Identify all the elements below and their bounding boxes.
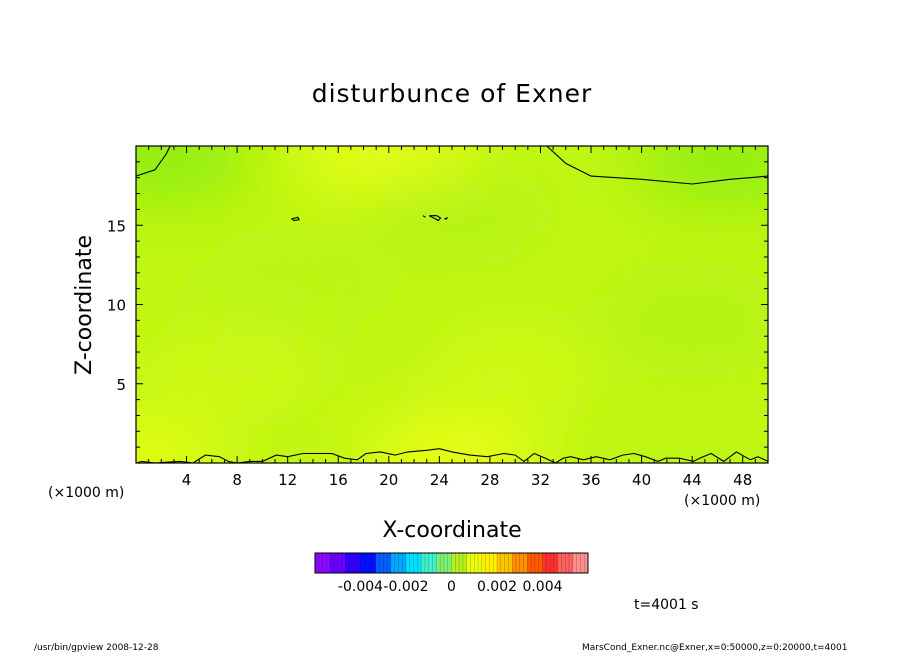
colorbar-segment bbox=[360, 553, 377, 573]
zero-contour-1 bbox=[546, 146, 768, 185]
x-tick-label: 36 bbox=[581, 471, 600, 489]
zero-contour-5 bbox=[422, 215, 426, 218]
x-tick-label: 20 bbox=[379, 471, 398, 489]
x-tick-label: 4 bbox=[182, 471, 192, 489]
x-tick-label: 32 bbox=[531, 471, 550, 489]
field-region-7 bbox=[597, 282, 768, 359]
chart-title: disturbunce of Exner bbox=[312, 79, 593, 108]
x-tick-label: 16 bbox=[329, 471, 348, 489]
x-axis-label: X-coordinate bbox=[382, 518, 521, 543]
colorbar-tick-label: -0.004 bbox=[338, 579, 383, 595]
x-axis-unit-right: (×1000 m) bbox=[684, 493, 760, 509]
footer-left: /usr/bin/gpview 2008-12-28 bbox=[34, 643, 159, 653]
field-region-6 bbox=[192, 250, 383, 327]
colorbar-segment bbox=[330, 553, 346, 573]
x-tick-label: 8 bbox=[232, 471, 242, 489]
exner-field bbox=[136, 146, 768, 463]
x-tick-label: 28 bbox=[480, 471, 499, 489]
field-region-4 bbox=[635, 146, 768, 200]
y-tick-label: 5 bbox=[116, 376, 126, 394]
time-label: t=4001 s bbox=[634, 597, 699, 613]
colorbar-segment bbox=[451, 553, 468, 573]
colorbar: -0.004 -0.002 0 0.002 0.004 bbox=[314, 552, 589, 595]
colorbar-segment bbox=[572, 553, 589, 573]
zero-contour-6 bbox=[444, 217, 449, 221]
colorbar-segment bbox=[406, 553, 422, 573]
zero-contour-3 bbox=[291, 216, 300, 222]
colorbar-tick-label: 0.004 bbox=[522, 579, 562, 595]
colorbar-tick-label: 0.002 bbox=[477, 579, 517, 595]
colorbar-segment bbox=[375, 553, 392, 573]
colorbar-frame bbox=[314, 552, 589, 574]
colorbar-segment bbox=[527, 553, 543, 573]
colorbar-segment bbox=[557, 553, 574, 573]
x-tick-label: 40 bbox=[632, 471, 651, 489]
colorbar-segment bbox=[345, 553, 361, 573]
colorbar-segment bbox=[481, 553, 498, 573]
zero-contour-4 bbox=[428, 215, 442, 222]
field-region-9 bbox=[142, 329, 333, 406]
y-axis: 5 10 15 bbox=[107, 161, 768, 448]
colorbar-segment bbox=[315, 553, 331, 573]
colorbar-segment bbox=[497, 553, 513, 573]
x-tick-label: 24 bbox=[430, 471, 449, 489]
x-tick-label: 44 bbox=[683, 471, 702, 489]
footer-right: MarsCond_Exner.nc@Exner,x=0:50000,z=0:20… bbox=[582, 643, 847, 653]
colorbar-segment bbox=[436, 553, 452, 573]
colorbar-tick-label: -0.002 bbox=[383, 579, 428, 595]
colorbar-segment bbox=[542, 553, 559, 573]
x-axis-unit-left: (×1000 m) bbox=[48, 485, 124, 501]
colorbar-segment bbox=[390, 553, 407, 573]
colorbar-tick-label: 0 bbox=[447, 579, 456, 595]
field-region-0 bbox=[136, 420, 231, 463]
x-tick-label: 48 bbox=[733, 471, 752, 489]
colorbar-segment bbox=[512, 553, 528, 573]
field-region-5 bbox=[357, 171, 547, 248]
field-region-8 bbox=[420, 329, 611, 406]
y-tick-label: 10 bbox=[107, 297, 126, 315]
field-region-3 bbox=[136, 146, 257, 196]
x-tick-label: 12 bbox=[278, 471, 297, 489]
x-axis: 4 8 12 16 20 24 28 32 36 40 44 48 bbox=[148, 146, 756, 489]
colorbar-segment bbox=[421, 553, 437, 573]
zero-contour-0 bbox=[136, 146, 171, 177]
y-tick-label: 15 bbox=[107, 217, 126, 235]
colorbar-segment bbox=[466, 553, 483, 573]
y-axis-label: Z-coordinate bbox=[72, 235, 97, 375]
